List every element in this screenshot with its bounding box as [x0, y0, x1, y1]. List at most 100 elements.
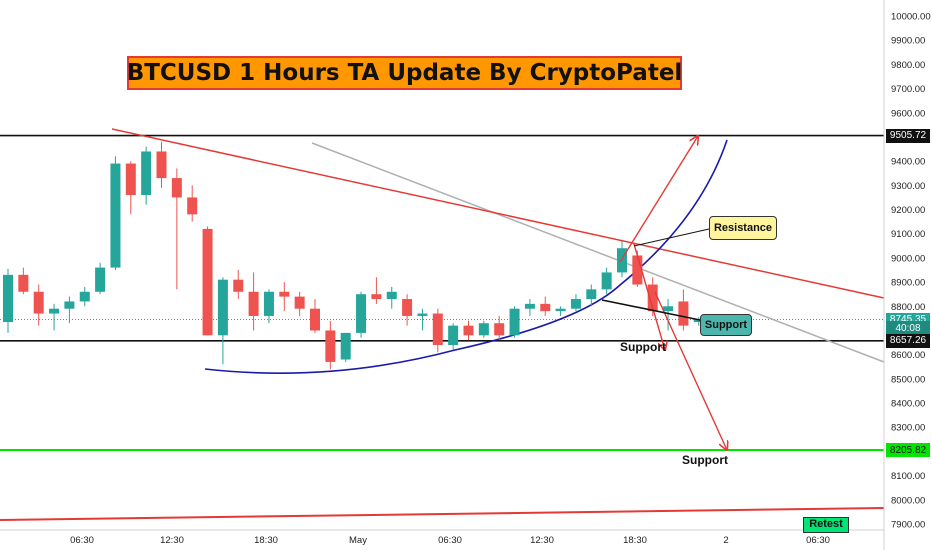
candle-body [217, 279, 228, 336]
candle-body [248, 291, 259, 316]
y-tick-label: 8600.00 [891, 350, 925, 361]
candle-body [417, 313, 428, 316]
candle-body [310, 308, 320, 331]
candle-body [202, 228, 213, 336]
candle [555, 306, 566, 316]
y-tick-label: 8300.00 [891, 423, 925, 434]
candle-body [386, 291, 397, 300]
candle [570, 294, 581, 312]
candle-body [663, 306, 674, 312]
y-tick-label: 9000.00 [891, 253, 925, 264]
y-tick-label: 9200.00 [891, 205, 925, 216]
resistance-callout: Resistance [709, 216, 777, 240]
candle [263, 289, 274, 324]
candle-body [632, 255, 643, 285]
candle [663, 299, 674, 331]
x-tick-label: 18:30 [623, 535, 647, 546]
candle [386, 286, 397, 309]
candle [356, 291, 367, 338]
retest-label: Retest [803, 517, 849, 533]
bullish-arrow [619, 136, 698, 263]
candle [448, 323, 459, 350]
y-tick-label: 8100.00 [891, 471, 925, 482]
x-tick-label: 2 [723, 535, 728, 546]
candle-body [233, 279, 244, 292]
candle-body [49, 308, 60, 314]
candle [678, 289, 689, 331]
candle-body [478, 323, 489, 336]
candle-body [263, 291, 274, 316]
candle [79, 286, 90, 307]
candle [371, 277, 382, 304]
support-label-upper: Support [620, 340, 666, 354]
candle [601, 267, 612, 295]
x-tick-label: 12:30 [530, 535, 554, 546]
candle-body [586, 289, 597, 300]
y-tick-label: 9800.00 [891, 60, 925, 71]
candle-body [141, 151, 152, 196]
candle [18, 267, 29, 295]
candle-body [279, 291, 290, 297]
x-tick-label: 06:30 [806, 535, 830, 546]
candle [693, 317, 704, 326]
y-tick-label: 10000.00 [891, 12, 931, 23]
support-label-lower: Support [682, 453, 728, 467]
candle [125, 161, 136, 215]
candle-body [3, 274, 13, 323]
y-tick-label: 9600.00 [891, 108, 925, 119]
candle [248, 272, 259, 331]
y-tick-label: 8500.00 [891, 374, 925, 385]
candle [540, 296, 551, 316]
candle [3, 268, 13, 333]
candle [187, 185, 198, 222]
candle [463, 320, 474, 341]
candle [417, 308, 428, 331]
y-tick-label: 8400.00 [891, 399, 925, 410]
y-tick-label: 9100.00 [891, 229, 925, 240]
candle [64, 296, 75, 324]
candle [49, 303, 60, 331]
candle [340, 332, 351, 362]
long-term-trendline [0, 507, 885, 521]
y-tick-label: 8800.00 [891, 302, 925, 313]
y-tick-label: 8000.00 [891, 495, 925, 506]
candle-body [64, 301, 75, 309]
x-tick-label: 18:30 [254, 535, 278, 546]
candle [95, 262, 106, 295]
candle-body [432, 313, 443, 345]
candle-body [156, 151, 167, 179]
candle-body [18, 274, 29, 292]
y-tick-label: 9900.00 [891, 36, 925, 47]
bearish-arrow [654, 291, 727, 450]
candle-body [356, 294, 367, 333]
support-pointer [601, 299, 701, 321]
resistance-pointer [633, 228, 710, 247]
candle-body [371, 294, 382, 300]
candle [141, 146, 152, 205]
candle [586, 284, 597, 307]
candle-body [95, 267, 106, 292]
candle [494, 315, 505, 341]
candle-body [555, 308, 566, 312]
candle [478, 320, 489, 338]
candle [294, 291, 305, 316]
price-tag: 40:08 [886, 321, 930, 336]
rounding-bottom-curve [204, 139, 728, 374]
candle-body [494, 323, 505, 336]
candle-body [402, 299, 413, 316]
candle [156, 141, 167, 188]
candle-body [125, 163, 136, 196]
candle-body [187, 197, 198, 215]
candle-body [110, 163, 121, 268]
candle-body [601, 272, 612, 290]
pullback-arrow [633, 243, 665, 350]
y-tick-label: 9700.00 [891, 84, 925, 95]
candle [310, 299, 320, 333]
price-tag: 9505.72 [886, 128, 930, 143]
price-tag: 8205.82 [886, 443, 930, 458]
candle-body [540, 303, 551, 312]
candle-body [325, 330, 336, 362]
x-tick-label: May [349, 535, 367, 546]
